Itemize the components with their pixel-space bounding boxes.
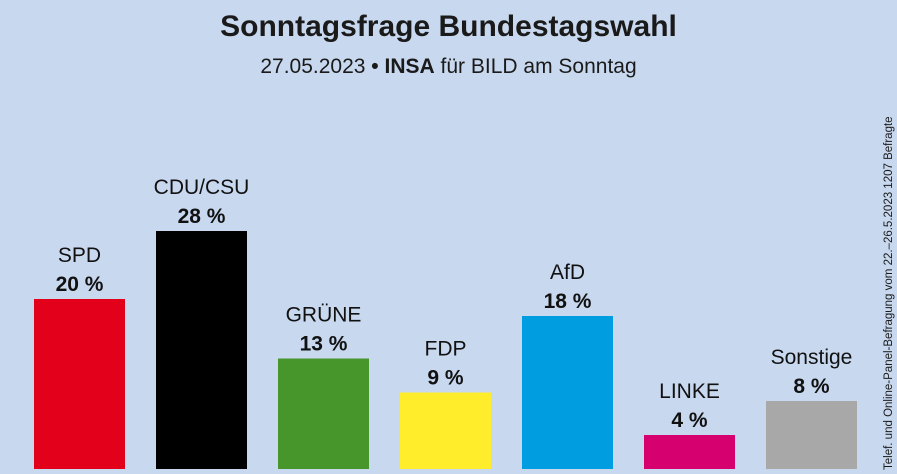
- bar-category-label: FDP: [425, 338, 467, 361]
- bar-category-label: CDU/CSU: [154, 176, 250, 199]
- bar-category-label: AfD: [550, 261, 585, 284]
- chart-subtitle: 27.05.2023 • INSA für BILD am Sonntag: [0, 55, 897, 79]
- bar-value-label: 18 %: [544, 290, 592, 313]
- bar-category-label: SPD: [58, 244, 101, 267]
- bar-category-label: Sonstige: [771, 346, 853, 369]
- institute-name: INSA: [384, 55, 435, 78]
- survey-date: 27.05.2023: [260, 55, 366, 78]
- bar-fdp: [400, 392, 491, 469]
- bar-cdu-csu: [156, 231, 247, 469]
- bar-category-label: LINKE: [659, 380, 720, 403]
- bar-category-label: GRÜNE: [286, 304, 362, 327]
- bar-linke: [644, 435, 735, 469]
- bar-value-label: 8 %: [793, 375, 830, 398]
- bar-value-label: 9 %: [427, 367, 464, 390]
- bar-spd: [34, 299, 125, 469]
- bar-value-label: 20 %: [56, 273, 104, 296]
- bar-value-label: 4 %: [671, 409, 708, 432]
- bar-grüne: [278, 358, 369, 469]
- bar-sonstige: [766, 401, 857, 469]
- chart-title: Sonntagsfrage Bundestagswahl: [220, 10, 677, 43]
- client-name: für BILD am Sonntag: [440, 55, 637, 78]
- bar-afd: [522, 316, 613, 469]
- subtitle-separator: •: [371, 55, 379, 78]
- bar-value-label: 28 %: [178, 205, 226, 228]
- bar-value-label: 13 %: [300, 333, 348, 356]
